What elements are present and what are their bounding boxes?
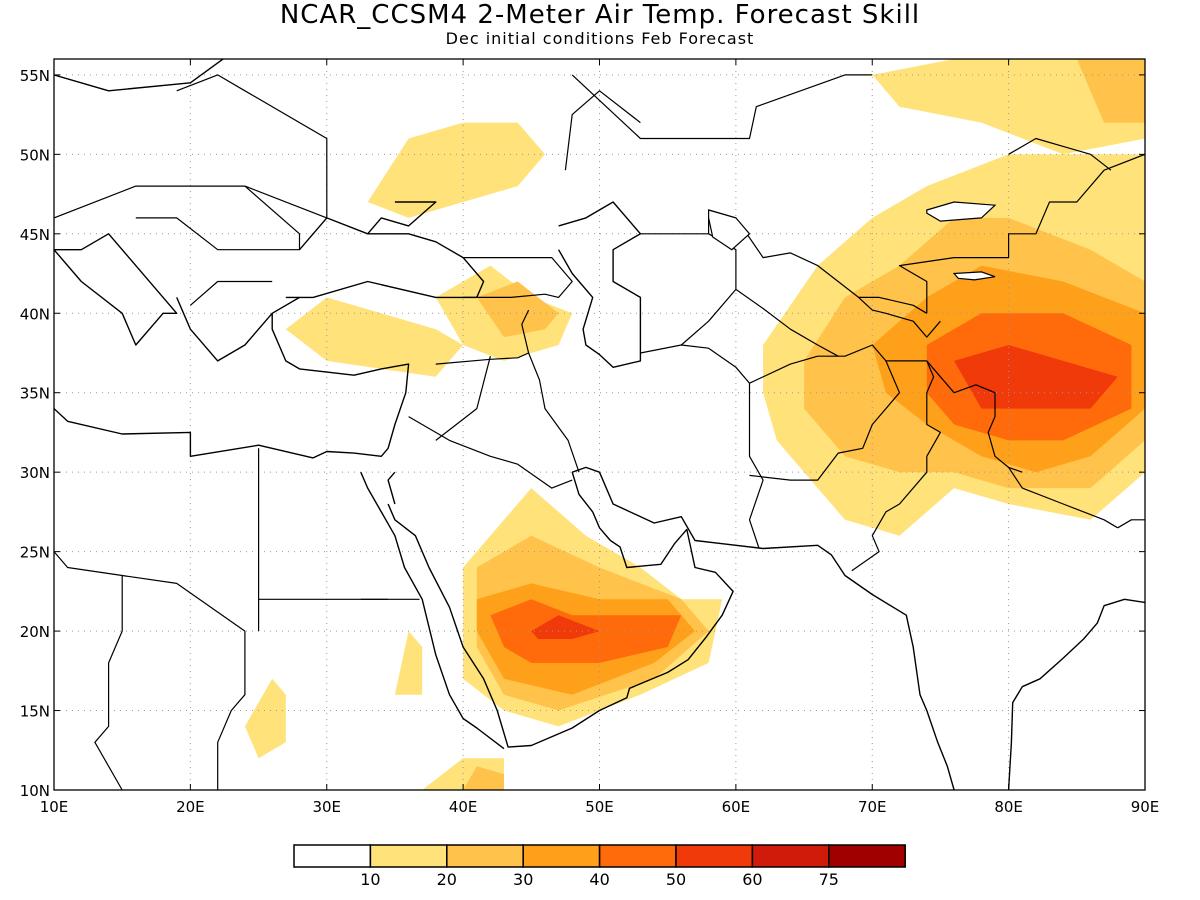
coastline [54, 233, 178, 346]
country-border [528, 352, 580, 473]
y-tick-label: 35N [20, 385, 50, 403]
country-border [640, 344, 750, 384]
x-tick-label: 60E [722, 798, 751, 816]
coastline [557, 201, 642, 368]
legend-swatch [598, 844, 677, 868]
country-border [135, 185, 301, 251]
y-tick-label: 15N [20, 703, 50, 721]
skill-region [872, 59, 1145, 155]
skill-region [394, 631, 423, 695]
skill-region [1076, 59, 1145, 123]
legend-swatch [751, 844, 830, 868]
country-border [680, 233, 737, 346]
legend-label: 50 [666, 870, 686, 889]
x-tick-label: 50E [585, 798, 614, 816]
y-tick-label: 40N [20, 305, 50, 323]
y-tick-label: 55N [20, 67, 50, 85]
skill-region [244, 678, 286, 759]
y-tick-label: 50N [20, 146, 50, 164]
legend-label: 75 [819, 870, 839, 889]
coastline [285, 217, 485, 299]
country-border [926, 360, 1023, 473]
legend-label: 60 [742, 870, 762, 889]
y-tick-label: 25N [20, 544, 50, 562]
coastline [367, 201, 437, 235]
country-border [851, 360, 942, 572]
country-border [564, 90, 641, 171]
x-tick-label: 10E [40, 798, 69, 816]
y-tick-label: 45N [20, 226, 50, 244]
lake [952, 271, 996, 281]
coastline [387, 471, 734, 748]
skill-region [285, 297, 464, 377]
country-border [408, 416, 573, 489]
y-tick-label: 30N [20, 464, 50, 482]
coastline [54, 313, 410, 459]
legend-swatch [522, 844, 601, 868]
color-legend: 10 20 30 40 50 60 75 [293, 844, 906, 889]
country-border [1008, 137, 1112, 171]
country-border [858, 296, 941, 338]
skill-region [463, 766, 504, 790]
x-tick-label: 40E [449, 798, 478, 816]
country-border [463, 257, 573, 298]
country-border [435, 309, 530, 365]
x-tick-label: 20E [176, 798, 205, 816]
legend-label: 10 [360, 870, 380, 889]
page-subtitle: Dec initial conditions Feb Forecast [445, 29, 755, 48]
x-tick-label: 70E [858, 798, 887, 816]
country-border [898, 153, 1145, 314]
country-border [190, 280, 273, 306]
skill-fill-layer [244, 59, 1145, 790]
skill-region [531, 615, 600, 639]
country-border [1117, 519, 1145, 529]
country-border [748, 383, 764, 549]
y-tick-label: 10N [20, 782, 50, 800]
x-tick-label: 30E [312, 798, 341, 816]
country-border [94, 575, 123, 790]
country-border [217, 631, 246, 790]
legend-swatch [675, 844, 754, 868]
coastline [360, 471, 505, 750]
lake [707, 209, 751, 251]
legend-swatch [369, 844, 448, 868]
country-border [571, 74, 873, 140]
x-tick-label: 90E [1131, 798, 1160, 816]
country-border [735, 288, 839, 357]
coastlines-borders [54, 59, 1145, 790]
skill-region [367, 122, 545, 218]
lake [926, 201, 997, 222]
coastline [1007, 598, 1145, 790]
country-border [435, 356, 491, 441]
coastline [387, 471, 396, 505]
coastline [176, 296, 300, 362]
axis-ticks: 10E 20E 30E 40E 50E 60E 70E 80E 90E 10N 15N 20N 25N 3… [20, 59, 1160, 816]
country-border [54, 74, 328, 219]
x-tick-label: 80E [994, 798, 1023, 816]
skill-region [476, 281, 559, 338]
country-border [749, 360, 901, 481]
legend-swatch [446, 844, 524, 868]
country-border [1008, 467, 1119, 529]
y-tick-label: 20N [20, 623, 50, 641]
legend-swatch [293, 844, 372, 868]
page-title: NCAR_CCSM4 2-Meter Air Temp. Forecast Sk… [279, 0, 921, 30]
legend-label: 40 [589, 870, 609, 889]
coastline [571, 466, 955, 790]
coastline [54, 59, 225, 92]
country-border [54, 551, 246, 632]
legend-label: 30 [513, 870, 533, 889]
legend-swatch [828, 844, 906, 868]
legend-label: 20 [437, 870, 457, 889]
